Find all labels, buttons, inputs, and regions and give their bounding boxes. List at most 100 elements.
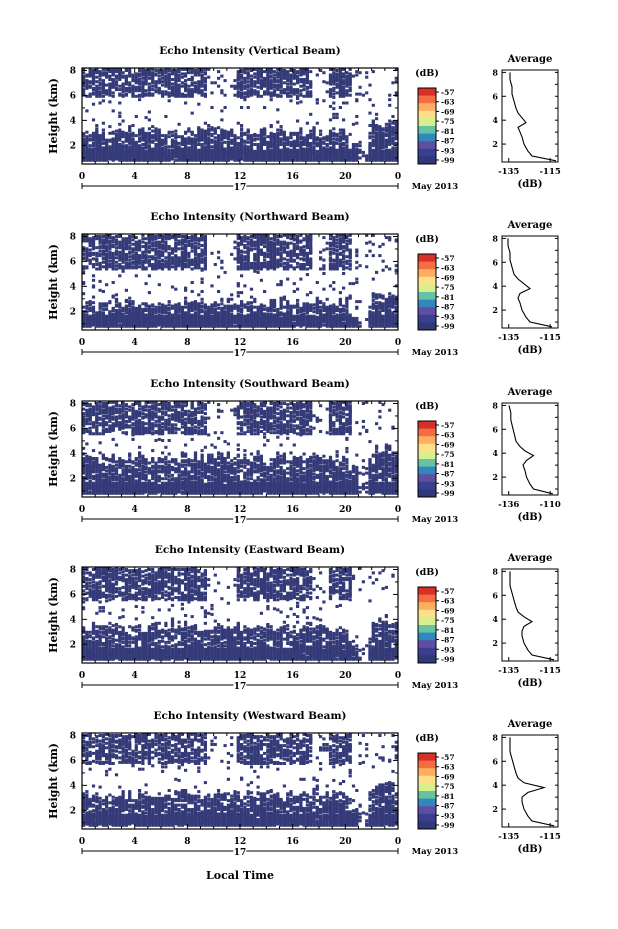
echo-cell bbox=[272, 313, 277, 317]
echo-cell bbox=[236, 247, 240, 251]
echo-cell bbox=[263, 290, 267, 293]
echo-cell bbox=[111, 130, 115, 134]
echo-cell bbox=[200, 248, 204, 252]
echo-cell bbox=[88, 144, 92, 148]
echo-cell bbox=[338, 73, 342, 77]
echo-cell bbox=[154, 130, 158, 134]
echo-cell bbox=[88, 80, 92, 84]
echo-cell bbox=[279, 141, 283, 145]
echo-cell bbox=[240, 73, 244, 77]
echo-cell bbox=[144, 302, 148, 306]
echo-cell bbox=[190, 313, 194, 317]
echo-cell bbox=[375, 124, 379, 127]
echo-cell bbox=[246, 67, 250, 71]
echo-cell bbox=[177, 135, 181, 139]
echo-cell bbox=[197, 80, 201, 84]
echo-cell bbox=[124, 304, 128, 308]
echo-cell bbox=[144, 131, 148, 135]
echo-cell bbox=[167, 150, 171, 154]
echo-cell bbox=[272, 73, 277, 77]
echo-cell bbox=[358, 140, 362, 144]
echo-cell bbox=[114, 303, 119, 307]
echo-cell bbox=[355, 143, 359, 146]
echo-cell bbox=[249, 74, 254, 78]
echo-cell bbox=[167, 84, 171, 88]
echo-cell bbox=[240, 300, 244, 304]
echo-cell bbox=[101, 256, 105, 260]
echo-cell bbox=[91, 102, 96, 106]
echo-cell bbox=[384, 140, 388, 144]
echo-cell bbox=[118, 135, 122, 139]
echo-cell bbox=[338, 106, 342, 109]
echo-cell bbox=[105, 302, 109, 306]
echo-cell bbox=[325, 135, 329, 139]
echo-cell bbox=[108, 263, 112, 266]
echo-cell bbox=[177, 247, 181, 251]
echo-cell bbox=[207, 124, 211, 127]
echo-cell bbox=[124, 67, 128, 71]
echo-cell bbox=[134, 134, 138, 138]
echo-cell bbox=[144, 282, 148, 286]
echo-cell bbox=[98, 314, 102, 318]
echo-cell bbox=[161, 83, 165, 87]
echo-cell bbox=[217, 311, 221, 315]
echo-cell bbox=[164, 256, 168, 260]
echo-cell bbox=[351, 148, 356, 152]
echo-cell bbox=[276, 138, 280, 142]
colorbar-tick-label: -81 bbox=[441, 127, 455, 136]
echo-cell bbox=[332, 86, 336, 90]
echo-cell bbox=[193, 146, 198, 150]
echo-cell bbox=[154, 132, 158, 136]
echo-cell bbox=[141, 91, 145, 95]
echo-cell bbox=[332, 89, 336, 93]
echo-cell bbox=[180, 139, 184, 143]
echo-cell bbox=[177, 256, 181, 260]
echo-cell bbox=[371, 103, 375, 107]
echo-cell bbox=[371, 153, 375, 157]
echo-cell bbox=[161, 244, 165, 247]
echo-cell bbox=[91, 251, 96, 255]
echo-cell bbox=[105, 140, 109, 144]
echo-cell bbox=[332, 82, 336, 86]
echo-cell bbox=[124, 261, 128, 265]
echo-cell bbox=[217, 147, 221, 151]
echo-cell bbox=[121, 306, 125, 310]
echo-cell bbox=[114, 267, 119, 271]
echo-cell bbox=[233, 86, 237, 90]
echo-cell bbox=[193, 134, 198, 138]
echo-cell bbox=[279, 263, 283, 266]
echo-cell bbox=[240, 254, 244, 258]
echo-cell bbox=[240, 127, 244, 131]
echo-cell bbox=[180, 94, 184, 98]
echo-cell bbox=[124, 298, 128, 302]
echo-cell bbox=[299, 313, 303, 317]
echo-cell bbox=[289, 140, 293, 144]
echo-cell bbox=[151, 134, 155, 138]
echo-cell bbox=[190, 281, 194, 284]
echo-cell bbox=[108, 100, 112, 104]
echo-cell bbox=[249, 91, 254, 95]
echo-cell bbox=[128, 245, 132, 249]
echo-cell bbox=[365, 158, 369, 162]
echo-cell bbox=[213, 144, 217, 148]
colorbar-tick-label: -75 bbox=[441, 117, 455, 126]
echo-cell bbox=[151, 147, 155, 151]
echo-cell bbox=[114, 246, 119, 250]
echo-cell bbox=[193, 71, 198, 75]
echo-cell bbox=[124, 144, 128, 148]
echo-cell bbox=[207, 127, 211, 131]
echo-cell bbox=[302, 257, 306, 261]
echo-cell bbox=[312, 126, 316, 130]
echo-cell bbox=[82, 236, 86, 240]
echo-cell bbox=[131, 89, 135, 93]
echo-cell bbox=[98, 235, 102, 238]
echo-cell bbox=[296, 70, 300, 74]
echo-cell bbox=[348, 72, 352, 76]
echo-cell bbox=[101, 249, 105, 253]
echo-cell bbox=[272, 309, 277, 312]
echo-cell bbox=[296, 80, 300, 84]
echo-cell bbox=[91, 86, 96, 90]
echo-cell bbox=[286, 310, 290, 314]
echo-cell bbox=[101, 307, 105, 311]
echo-cell bbox=[190, 75, 194, 79]
